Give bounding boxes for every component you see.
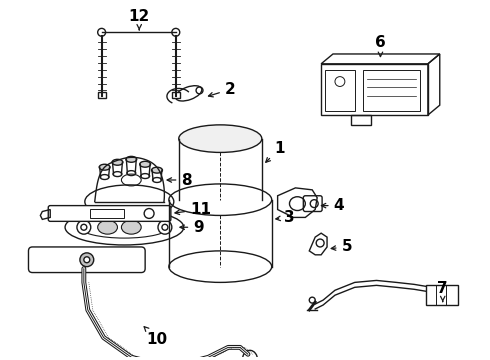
FancyBboxPatch shape bbox=[98, 93, 106, 98]
Ellipse shape bbox=[99, 164, 110, 170]
Text: 8: 8 bbox=[167, 172, 192, 188]
Ellipse shape bbox=[112, 159, 123, 165]
Text: 6: 6 bbox=[375, 35, 386, 57]
Ellipse shape bbox=[65, 210, 184, 245]
Ellipse shape bbox=[152, 177, 162, 183]
Text: 2: 2 bbox=[208, 82, 236, 97]
Text: 3: 3 bbox=[276, 210, 295, 225]
Ellipse shape bbox=[141, 174, 149, 179]
Circle shape bbox=[77, 220, 91, 234]
FancyBboxPatch shape bbox=[172, 93, 180, 98]
Text: 11: 11 bbox=[175, 202, 211, 217]
Ellipse shape bbox=[179, 125, 262, 152]
Ellipse shape bbox=[122, 220, 141, 234]
Ellipse shape bbox=[98, 220, 118, 234]
Ellipse shape bbox=[126, 156, 137, 162]
Text: 12: 12 bbox=[128, 9, 150, 30]
Text: 4: 4 bbox=[321, 198, 344, 213]
Text: 1: 1 bbox=[266, 141, 285, 162]
Text: 7: 7 bbox=[438, 281, 448, 301]
Ellipse shape bbox=[169, 184, 271, 215]
Circle shape bbox=[158, 220, 172, 234]
FancyBboxPatch shape bbox=[48, 206, 171, 221]
Text: 10: 10 bbox=[144, 327, 168, 347]
Ellipse shape bbox=[140, 161, 150, 167]
Circle shape bbox=[98, 28, 106, 36]
Ellipse shape bbox=[179, 186, 262, 213]
FancyBboxPatch shape bbox=[28, 247, 145, 273]
Circle shape bbox=[84, 257, 90, 263]
Circle shape bbox=[80, 253, 94, 267]
Ellipse shape bbox=[100, 175, 109, 180]
Ellipse shape bbox=[127, 171, 136, 176]
Text: 5: 5 bbox=[331, 239, 352, 255]
Ellipse shape bbox=[151, 167, 163, 173]
Circle shape bbox=[172, 28, 180, 36]
Text: 9: 9 bbox=[180, 220, 204, 235]
Ellipse shape bbox=[113, 172, 122, 176]
